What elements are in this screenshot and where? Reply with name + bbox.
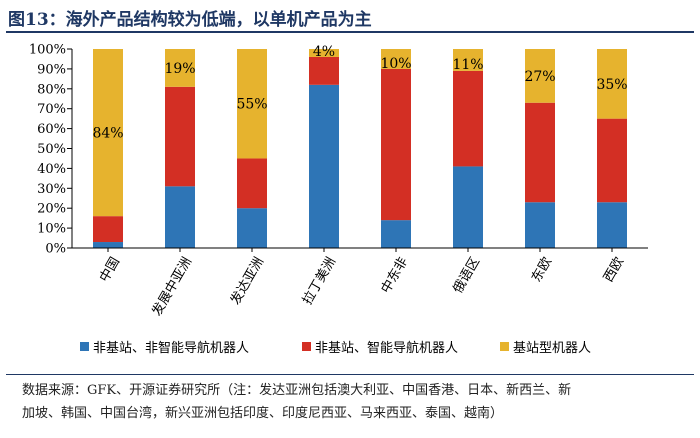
- data-label: 19%: [164, 61, 195, 77]
- source-divider: [6, 374, 694, 375]
- bar-segment-3: [453, 49, 483, 71]
- bar-segment-2: [165, 86, 195, 187]
- data-label: 4%: [313, 44, 335, 60]
- x-axis: 中国 发展中亚洲 发达亚洲 拉丁美洲 中东非 俄语区 东欧 西欧: [72, 247, 648, 319]
- bar-segment-2: [525, 102, 555, 203]
- y-tick-label: 90%: [37, 62, 66, 77]
- y-tick-label: 80%: [37, 82, 66, 97]
- title-divider: [6, 31, 694, 33]
- y-tick-label: 100%: [29, 43, 66, 58]
- bar-segment-1: [165, 186, 195, 248]
- bar-segment-3: [309, 49, 339, 57]
- x-tick-label: 发达亚洲: [227, 254, 267, 307]
- bar-segment-3: [597, 49, 627, 119]
- bars: [93, 49, 627, 248]
- bar-segment-3: [93, 49, 123, 217]
- x-tick-label: 俄语区: [451, 255, 483, 296]
- bar-segment-1: [309, 84, 339, 248]
- x-tick-label: 东欧: [529, 255, 555, 285]
- bar-segment-3: [165, 49, 195, 87]
- title-bar: 图13：海外产品结构较为低端，以单机产品为主: [6, 3, 694, 33]
- x-tick-label: 拉丁美洲: [300, 255, 339, 308]
- bar-segment-1: [453, 166, 483, 248]
- y-tick-label: 30%: [37, 182, 66, 197]
- bar-segment-3: [237, 49, 267, 159]
- bar-segment-2: [237, 158, 267, 209]
- bar-segment-2: [381, 68, 411, 221]
- y-tick-label: 10%: [37, 222, 66, 237]
- bar-segment-2: [93, 216, 123, 243]
- bar-segment-3: [381, 49, 411, 69]
- bar-segment-2: [597, 118, 627, 203]
- bar-segment-2: [309, 56, 339, 85]
- stacked-bar-chart: 0% 10% 20% 30% 40% 50% 60% 70% 80% 90% 100% 84% 19%…: [29, 43, 648, 356]
- bar-segment-1: [597, 202, 627, 248]
- data-label: 35%: [596, 77, 627, 93]
- y-axis: 0% 10% 20% 30% 40% 50% 60% 70% 80% 90% 100%: [29, 43, 73, 257]
- y-tick-label: 50%: [37, 142, 66, 157]
- x-tick-label: 中东非: [379, 255, 411, 296]
- y-tick-label: 60%: [37, 122, 66, 137]
- bar-segment-2: [453, 70, 483, 167]
- data-label: 55%: [236, 97, 267, 113]
- source-note: 数据来源：GFK、开源证券研究所（注：发达亚洲包括澳大利亚、中国香港、日本、新西…: [22, 379, 682, 425]
- y-tick-label: 40%: [37, 162, 66, 177]
- figure-title: 图13：海外产品结构较为低端，以单机产品为主: [8, 10, 372, 30]
- bar-segment-1: [93, 242, 123, 248]
- legend-swatch: [500, 342, 509, 351]
- legend-label: 基站型机器人: [513, 341, 591, 356]
- x-tick-label: 中国: [97, 255, 123, 285]
- y-tick-label: 0%: [45, 242, 66, 257]
- data-labels: 84% 19% 55% 4% 10% 11% 27% 35%: [92, 44, 627, 142]
- bar-segment-1: [237, 208, 267, 248]
- legend-label: 非基站、非智能导航机器人: [93, 340, 249, 356]
- data-label: 27%: [524, 69, 555, 85]
- legend-swatch: [80, 342, 89, 351]
- data-label: 11%: [452, 57, 483, 73]
- bar-segment-3: [525, 49, 555, 103]
- source-line-2: 加坡、韩国、中国台湾，新兴亚洲包括印度、印度尼西亚、马来西亚、泰国、越南）: [22, 406, 504, 421]
- legend: 非基站、非智能导航机器人 非基站、智能导航机器人 基站型机器人: [80, 340, 591, 356]
- bar-segment-1: [525, 202, 555, 248]
- data-label: 10%: [380, 56, 411, 72]
- legend-swatch: [302, 342, 311, 351]
- legend-label: 非基站、智能导航机器人: [315, 340, 458, 356]
- x-tick-label: 发展中亚洲: [149, 254, 195, 318]
- y-tick-label: 20%: [37, 202, 66, 217]
- data-label: 84%: [92, 126, 123, 142]
- bar-segment-1: [381, 220, 411, 248]
- x-tick-label: 西欧: [601, 255, 627, 285]
- y-tick-label: 70%: [37, 102, 66, 117]
- source-line-1: 数据来源：GFK、开源证券研究所（注：发达亚洲包括澳大利亚、中国香港、日本、新西…: [22, 383, 572, 398]
